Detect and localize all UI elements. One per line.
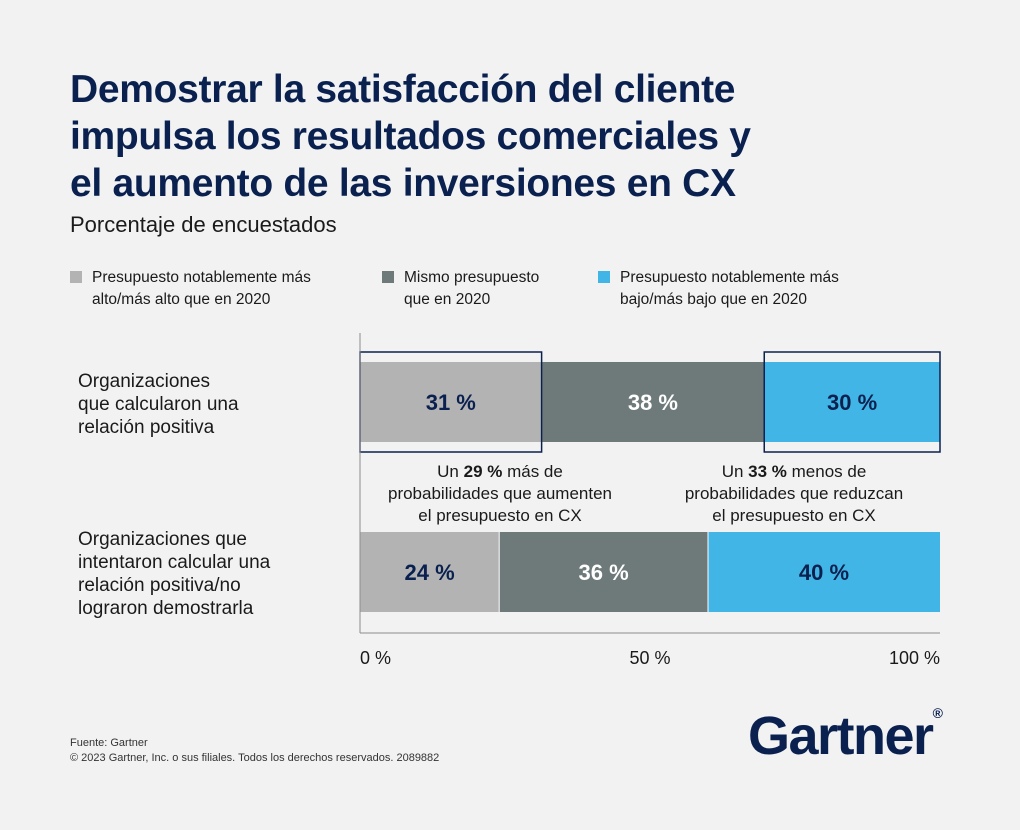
legend-label: Mismo presupuesto que en 2020 <box>404 269 540 308</box>
legend-item-lower: Presupuesto notablemente más bajo/más ba… <box>598 267 839 311</box>
annotation-pre: Un <box>437 462 464 481</box>
x-tick-label: 100 % <box>889 648 940 668</box>
copyright-line: © 2023 Gartner, Inc. o sus filiales. Tod… <box>70 752 440 764</box>
source-note: Fuente: Gartner © 2023 Gartner, Inc. o s… <box>70 736 439 766</box>
data-label: 36 % <box>579 560 629 585</box>
bar-segment <box>360 532 500 612</box>
row-label-positive: Organizaciones que calcularon una relaci… <box>78 371 239 438</box>
data-label: 31 % <box>426 390 476 415</box>
annotation-increase: Un 29 % más de probabilidades que aument… <box>350 461 650 527</box>
legend-label: Presupuesto notablemente más alto/más al… <box>92 269 311 308</box>
registered-mark: ® <box>932 705 943 721</box>
bar-segment <box>764 362 940 442</box>
x-tick-label: 50 % <box>629 648 670 668</box>
legend-swatch <box>70 271 82 283</box>
bar-segment <box>708 532 940 612</box>
gartner-logo: Gartner® <box>748 705 943 767</box>
annotation-decrease: Un 33 % menos de probabilidades que redu… <box>644 461 944 527</box>
highlight-box <box>763 351 941 453</box>
annotation-pre: Un <box>721 462 749 481</box>
annotation-bold: 29 % <box>463 462 503 481</box>
legend-item-higher: Presupuesto notablemente más alto/más al… <box>70 267 311 311</box>
x-tick-label: 0 % <box>360 648 391 668</box>
annotation-post: más de probabilidades que aumenten el pr… <box>387 462 612 525</box>
row-label-failed: Organizaciones que intentaron calcular u… <box>78 529 271 619</box>
title-line: impulsa los resultados comerciales y <box>70 115 751 158</box>
title-line: Demostrar la satisfacción del cliente <box>70 68 736 111</box>
chart-subtitle: Porcentaje de encuestados <box>70 212 337 237</box>
legend-item-same: Mismo presupuesto que en 2020 <box>382 267 539 311</box>
chart-title: Demostrar la satisfacción del cliente im… <box>70 66 970 207</box>
source-line: Fuente: Gartner <box>70 737 148 749</box>
data-label: 38 % <box>628 390 678 415</box>
legend-swatch <box>382 271 394 283</box>
logo-text: Gartner <box>748 706 934 766</box>
data-label: 40 % <box>799 560 849 585</box>
legend-swatch <box>598 271 610 283</box>
bar-segment <box>499 532 708 612</box>
bar-segment <box>360 362 542 442</box>
data-label: 24 % <box>405 560 455 585</box>
data-label: 30 % <box>827 390 877 415</box>
bar-segment <box>541 362 765 442</box>
annotation-post: menos de probabilidades que reduzcan el … <box>684 462 904 525</box>
annotation-bold: 33 % <box>748 462 787 481</box>
legend-label: Presupuesto notablemente más bajo/más ba… <box>620 269 839 308</box>
title-line: el aumento de las inversiones en CX <box>70 162 736 205</box>
